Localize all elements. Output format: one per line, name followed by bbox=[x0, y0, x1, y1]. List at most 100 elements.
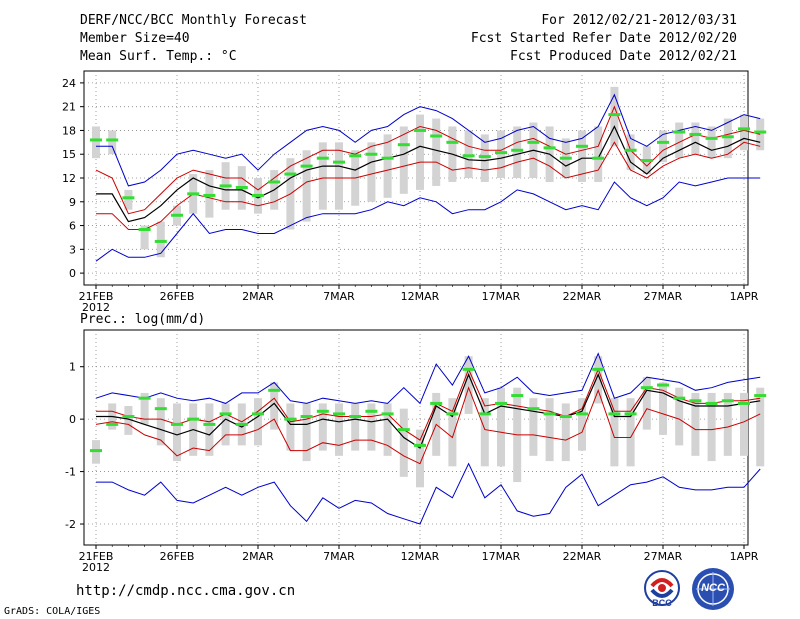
ensemble-box bbox=[756, 118, 765, 151]
ensemble-box bbox=[286, 403, 295, 451]
bcc-logo-icon bbox=[644, 570, 680, 606]
ensemble-box bbox=[464, 130, 473, 178]
ensemble-box bbox=[367, 142, 376, 202]
x-tick-label: 21FEB bbox=[79, 290, 114, 303]
y-tick-label: 21 bbox=[62, 101, 76, 114]
forecast-period: For 2012/02/21-2012/03/31 bbox=[541, 13, 737, 28]
ensemble-box bbox=[513, 126, 522, 178]
ensemble-box bbox=[480, 134, 489, 182]
ensemble-box bbox=[205, 403, 214, 456]
ensemble-box bbox=[578, 398, 586, 451]
ncc-logo-icon bbox=[692, 568, 734, 610]
max-line bbox=[96, 93, 761, 187]
ensemble-box bbox=[497, 130, 505, 178]
ensemble-box bbox=[707, 126, 716, 159]
ensemble-box bbox=[302, 403, 311, 462]
ncc-logo-text: NCC bbox=[701, 582, 725, 594]
y-tick-label: 6 bbox=[69, 220, 76, 233]
forecast-started-date: Fcst Started Refer Date 2012/02/20 bbox=[470, 31, 737, 46]
y-tick-label: -1 bbox=[65, 466, 76, 479]
x-tick-label: 1APR bbox=[730, 290, 759, 303]
y-tick-label: 1 bbox=[69, 361, 76, 374]
ensemble-box bbox=[497, 387, 505, 467]
bcc-logo-text: BCC bbox=[652, 598, 672, 608]
ensemble-box bbox=[756, 387, 765, 467]
x-tick-label: 2012 bbox=[82, 301, 110, 314]
lower-spread-line bbox=[96, 141, 761, 230]
y-tick-label: 3 bbox=[69, 243, 76, 256]
ensemble-mean-line bbox=[96, 372, 761, 449]
ensemble-box bbox=[318, 403, 327, 451]
ensemble-box bbox=[335, 142, 343, 210]
ensemble-box bbox=[318, 142, 327, 210]
x-tick-label: 7MAR bbox=[323, 550, 355, 563]
bcc-logo: BCC bbox=[640, 568, 684, 612]
ensemble-box bbox=[108, 130, 117, 155]
ensemble-box bbox=[335, 403, 343, 456]
ensemble-box bbox=[691, 122, 700, 155]
y-tick-label: 18 bbox=[62, 124, 76, 137]
ensemble-box bbox=[740, 114, 748, 151]
ensemble-box bbox=[124, 189, 133, 210]
ensemble-box bbox=[351, 403, 360, 451]
chart-title: DERF/NCC/BCC Monthly Forecast bbox=[80, 13, 307, 28]
ensemble-box bbox=[140, 225, 149, 250]
ensemble-box bbox=[383, 403, 392, 456]
ensemble-box bbox=[367, 403, 376, 451]
ensemble-box bbox=[480, 398, 489, 467]
x-tick-label: 7MAR bbox=[323, 290, 355, 303]
x-tick-label: 21FEB bbox=[79, 550, 114, 563]
ensemble-box bbox=[302, 150, 311, 222]
max-line bbox=[95, 352, 761, 405]
ensemble-box bbox=[205, 170, 214, 218]
ensemble-box bbox=[723, 392, 732, 456]
ensemble-box bbox=[92, 126, 100, 159]
ensemble-box bbox=[675, 387, 684, 446]
x-tick-label: 2MAR bbox=[242, 290, 274, 303]
min-line bbox=[96, 462, 761, 525]
ensemble-box bbox=[642, 377, 651, 430]
ensemble-box bbox=[124, 406, 133, 435]
ncc-logo: NCC bbox=[690, 566, 736, 612]
ensemble-box bbox=[173, 403, 181, 462]
ensemble-box bbox=[610, 86, 619, 147]
variable-label-temp: Mean Surf. Temp.: °C bbox=[80, 49, 237, 64]
ensemble-mean-line bbox=[96, 125, 761, 223]
lower-spread-line bbox=[95, 386, 761, 465]
ensemble-box bbox=[691, 392, 700, 456]
ensemble-box bbox=[707, 392, 716, 462]
ensemble-box bbox=[416, 114, 424, 190]
y-tick-label: 12 bbox=[62, 172, 76, 185]
y-tick-label: -2 bbox=[65, 518, 76, 531]
upper-spread-line bbox=[95, 105, 761, 215]
grads-credit: GrADS: COLA/IGES bbox=[4, 606, 101, 617]
ensemble-box bbox=[432, 118, 441, 186]
ensemble-box bbox=[594, 356, 603, 404]
x-tick-label: 1APR bbox=[730, 550, 759, 563]
ensemble-box bbox=[399, 408, 408, 477]
ensemble-box bbox=[270, 382, 279, 430]
ensemble-box bbox=[464, 356, 473, 414]
ensemble-box bbox=[448, 398, 457, 467]
ensemble-box bbox=[740, 392, 748, 456]
ensemble-box bbox=[156, 221, 165, 258]
ensemble-box bbox=[221, 403, 230, 446]
x-tick-label: 27MAR bbox=[644, 290, 683, 303]
ensemble-box bbox=[156, 398, 165, 446]
y-tick-label: 15 bbox=[62, 148, 76, 161]
x-tick-label: 17MAR bbox=[482, 290, 521, 303]
x-tick-label: 26FEB bbox=[160, 290, 195, 303]
member-size: Member Size=40 bbox=[80, 31, 190, 46]
ensemble-box bbox=[399, 126, 408, 194]
footer-url[interactable]: http://cmdp.ncc.cma.gov.cn bbox=[76, 583, 296, 599]
ensemble-box bbox=[578, 130, 586, 182]
x-tick-label: 12MAR bbox=[401, 550, 440, 563]
ensemble-box bbox=[626, 398, 635, 467]
x-tick-label: 2012 bbox=[82, 561, 110, 574]
min-line bbox=[95, 177, 761, 262]
ensemble-box bbox=[723, 118, 732, 159]
ensemble-box bbox=[626, 134, 635, 171]
